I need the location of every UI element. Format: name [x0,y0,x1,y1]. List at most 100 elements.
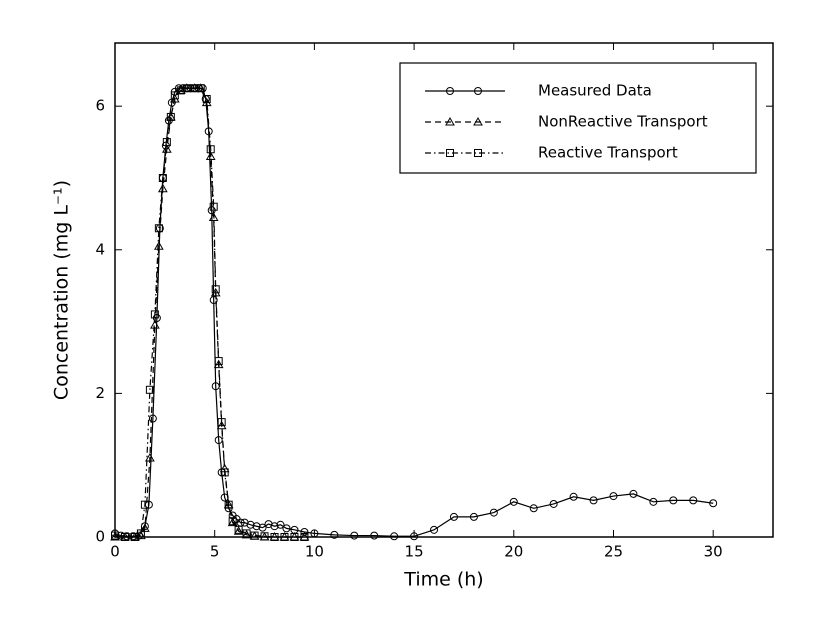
legend-marker [446,149,454,157]
marker [111,531,119,540]
marker [209,202,218,211]
marker [270,533,279,541]
marker [649,497,658,506]
marker [370,531,379,540]
x-tick-label: 20 [504,543,523,561]
marker [489,508,498,517]
marker [228,517,237,526]
legend-marker [473,116,483,126]
marker [110,531,120,541]
marker [182,84,191,93]
marker [282,524,291,533]
x-tick-label: 25 [604,543,623,561]
marker [569,492,578,501]
legend-box [399,62,757,174]
marker [246,520,255,529]
marker [242,529,251,538]
marker [669,496,678,505]
plot-frame [114,42,774,538]
x-tick-label: 15 [405,543,424,561]
marker [158,173,167,182]
marker [234,525,243,534]
marker [629,489,638,498]
marker [529,504,538,513]
marker [162,138,171,147]
y-axis-label: Concentration (mg L⁻¹) [51,180,73,400]
marker [214,436,223,445]
legend-marker [445,116,455,126]
legend-label: Reactive Transport [538,144,678,162]
y-tick-label: 4 [95,240,105,258]
legend-marker [446,87,454,95]
marker [217,418,226,427]
marker [196,84,205,93]
marker [202,95,211,104]
marker [220,468,229,477]
marker [206,145,215,154]
marker [176,86,185,95]
marker [227,517,238,527]
marker [241,529,252,539]
marker [154,241,164,250]
x-tick-label: 30 [704,543,723,561]
marker [136,529,145,538]
marker [208,212,219,221]
marker [300,533,309,541]
y-tick-label: 2 [95,384,105,402]
legend-marker [474,87,482,95]
marker [549,499,558,508]
marker [190,84,199,93]
marker [390,532,399,541]
y-tick-label: 6 [95,97,105,115]
marker [120,533,129,541]
marker [290,533,299,541]
marker [150,310,159,319]
marker [145,453,155,462]
marker [310,529,319,538]
marker [350,531,359,540]
marker [150,320,160,329]
marker [161,144,172,153]
x-tick-label: 0 [110,543,120,561]
marker [449,512,458,521]
marker [300,527,309,536]
marker [140,500,149,509]
marker [689,496,698,505]
marker [148,414,157,423]
x-axis-label: Time (h) [403,569,483,591]
marker [157,183,168,193]
marker [170,91,179,100]
marker [330,530,339,539]
x-tick-label: 5 [210,543,220,561]
marker [270,522,279,531]
legend-marker [474,149,482,157]
marker [209,296,218,305]
marker [214,357,223,366]
marker [276,520,285,529]
series-line [114,87,305,538]
marker [430,525,439,534]
marker [250,531,259,540]
marker [260,532,269,541]
marker [166,112,175,121]
marker [410,532,419,541]
marker [145,385,154,394]
marker [469,512,478,521]
marker [609,492,618,501]
marker [589,496,598,505]
marker [224,500,233,509]
y-tick-label: 0 [95,528,105,546]
x-tick-label: 10 [305,543,324,561]
marker [154,224,163,233]
marker [211,285,220,294]
marker [280,533,289,541]
marker [258,523,267,532]
legend-label: NonReactive Transport [538,113,708,131]
marker [709,499,718,508]
marker [233,526,244,535]
marker [509,497,518,506]
legend-label: Measured Data [538,82,652,100]
marker [252,522,261,531]
